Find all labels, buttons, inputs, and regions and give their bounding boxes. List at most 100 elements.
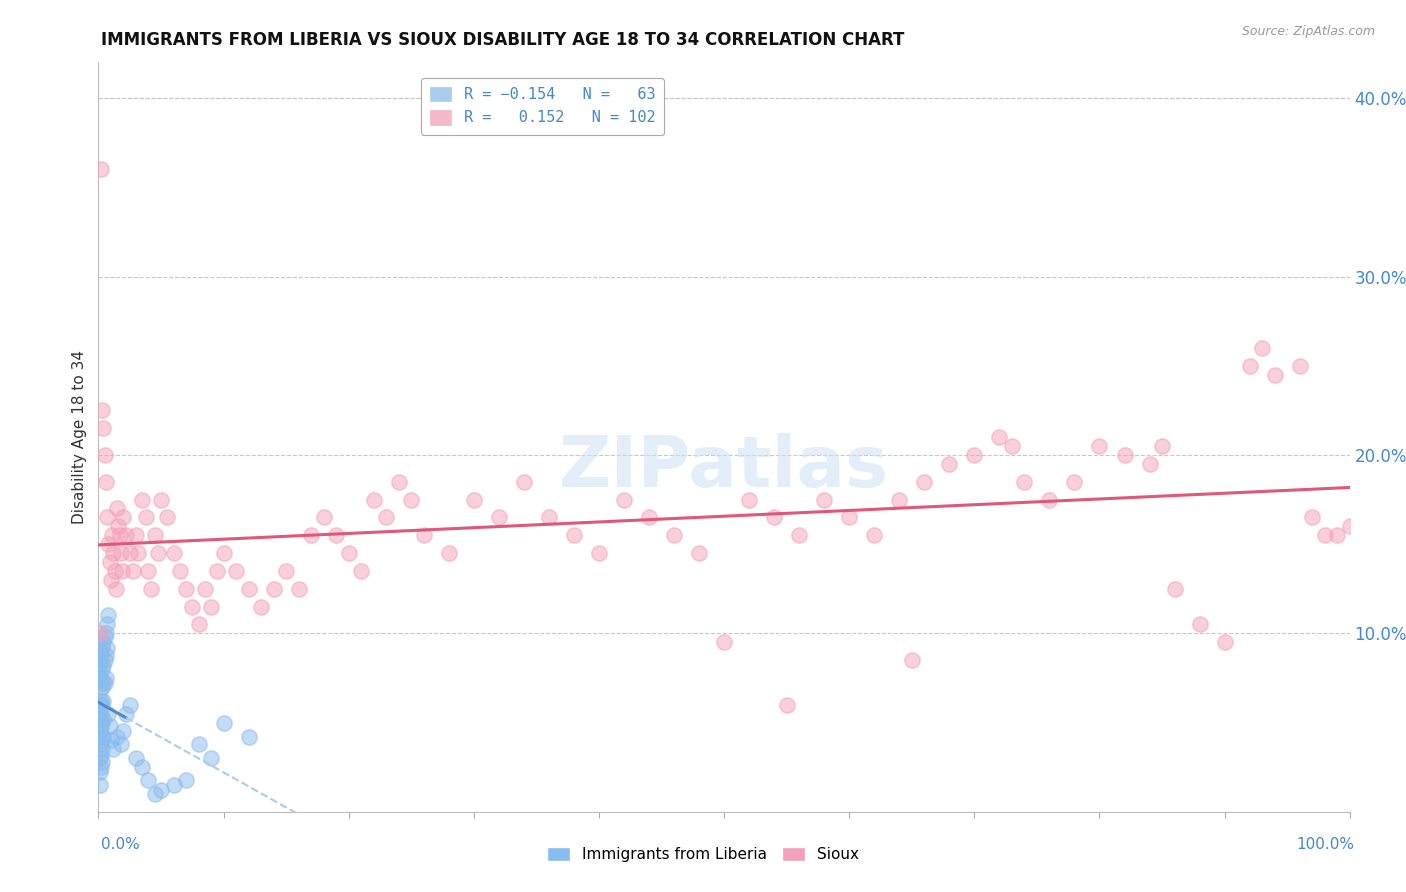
Point [89,644,111,658]
Point [94,475,117,489]
Point [1014,475,1036,489]
Point [1114,448,1136,462]
Text: IMMIGRANTS FROM LIBERIA VS SIOUX DISABILITY AGE 18 TO 34 CORRELATION CHART: IMMIGRANTS FROM LIBERIA VS SIOUX DISABIL… [101,31,904,49]
Point [93,676,115,690]
Point [194,582,217,596]
Point [100,573,122,587]
Point [138,564,160,578]
Point [89,737,111,751]
Point [90,162,112,177]
Text: Source: ZipAtlas.com: Source: ZipAtlas.com [1241,25,1375,38]
Point [1326,528,1348,542]
Point [105,730,128,744]
Point [91,403,114,417]
Point [412,528,434,542]
Point [401,492,423,507]
Point [93,712,115,726]
Point [1001,439,1024,453]
Point [1301,510,1323,524]
Point [89,626,111,640]
Point [115,706,138,721]
Point [122,564,145,578]
Point [713,635,735,649]
Point [118,698,141,712]
Point [1339,519,1361,533]
Point [90,719,112,733]
Point [212,546,235,560]
Point [312,510,335,524]
Point [776,698,799,712]
Point [107,519,129,533]
Point [212,715,235,730]
Point [125,751,148,765]
Point [463,492,485,507]
Point [148,546,170,560]
Point [537,510,560,524]
Point [87,671,110,685]
Point [104,564,127,578]
Point [738,492,761,507]
Point [325,528,347,542]
Point [350,564,373,578]
Point [131,492,153,507]
Point [127,546,149,560]
Point [900,653,922,667]
Point [174,772,197,787]
Point [963,448,986,462]
Point [688,546,710,560]
Point [93,658,115,673]
Point [1150,439,1173,453]
Point [93,630,115,644]
Point [162,546,184,560]
Point [91,715,114,730]
Y-axis label: Disability Age 18 to 34: Disability Age 18 to 34 [72,350,87,524]
Point [162,778,184,792]
Point [200,599,222,614]
Point [299,528,322,542]
Point [135,510,157,524]
Text: 100.0%: 100.0% [1296,838,1354,852]
Point [131,760,153,774]
Point [90,733,112,747]
Point [111,564,134,578]
Point [588,546,610,560]
Point [207,564,229,578]
Point [110,546,132,560]
Point [97,608,120,623]
Legend: Immigrants from Liberia, Sioux: Immigrants from Liberia, Sioux [541,840,865,868]
Point [97,537,120,551]
Point [225,564,247,578]
Point [101,528,124,542]
Point [93,694,115,708]
Point [89,724,111,739]
Point [90,671,112,685]
Point [96,640,118,655]
Point [91,742,114,756]
Point [87,662,110,676]
Point [108,528,131,542]
Point [763,510,786,524]
Point [274,564,298,578]
Point [93,653,115,667]
Point [1213,635,1236,649]
Point [93,635,115,649]
Point [91,640,114,655]
Point [97,706,120,721]
Point [90,706,112,721]
Point [89,751,111,765]
Point [337,546,360,560]
Point [91,730,114,744]
Point [112,510,135,524]
Point [103,742,125,756]
Point [181,599,204,614]
Point [90,694,112,708]
Point [90,747,112,762]
Point [93,676,115,690]
Point [98,555,121,569]
Point [139,582,162,596]
Point [138,772,160,787]
Point [89,698,111,712]
Point [375,510,398,524]
Point [112,724,135,739]
Point [169,564,191,578]
